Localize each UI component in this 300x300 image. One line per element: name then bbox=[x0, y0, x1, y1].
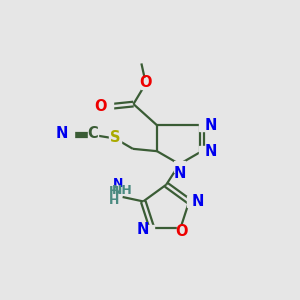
Text: N: N bbox=[56, 126, 68, 141]
Text: N: N bbox=[113, 177, 123, 190]
Bar bbox=[199, 120, 209, 130]
Text: S: S bbox=[110, 130, 120, 145]
Text: N: N bbox=[204, 118, 217, 133]
Text: N: N bbox=[173, 167, 186, 182]
Text: H: H bbox=[109, 185, 119, 198]
Bar bbox=[174, 161, 185, 172]
Text: O: O bbox=[140, 75, 152, 90]
Bar bbox=[109, 133, 121, 144]
Bar bbox=[199, 146, 209, 157]
Bar bbox=[88, 130, 98, 140]
Bar bbox=[62, 130, 74, 140]
Bar bbox=[187, 196, 197, 207]
Text: C: C bbox=[88, 126, 98, 141]
Bar bbox=[101, 101, 113, 112]
Text: O: O bbox=[176, 224, 188, 239]
Text: O: O bbox=[94, 99, 107, 114]
Text: H: H bbox=[109, 194, 119, 207]
Bar bbox=[140, 78, 151, 89]
Bar bbox=[177, 226, 187, 237]
Text: N: N bbox=[137, 222, 149, 237]
Text: N: N bbox=[204, 144, 217, 159]
Text: NH: NH bbox=[112, 184, 132, 197]
Bar bbox=[144, 225, 154, 235]
Text: N: N bbox=[192, 194, 205, 209]
